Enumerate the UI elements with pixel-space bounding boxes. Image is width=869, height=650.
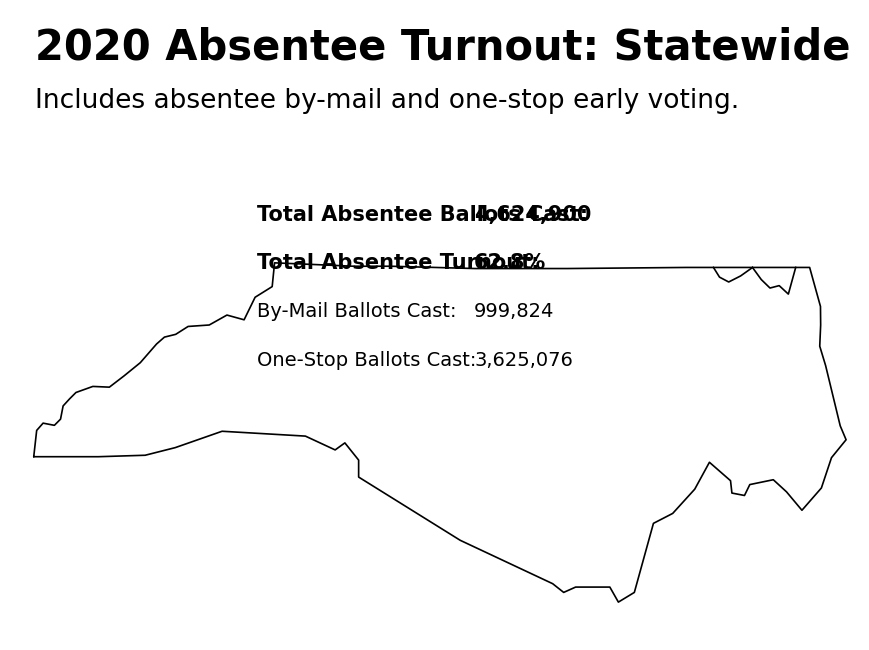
Text: One-Stop Ballots Cast:: One-Stop Ballots Cast:	[256, 351, 475, 370]
Text: Includes absentee by-mail and one-stop early voting.: Includes absentee by-mail and one-stop e…	[35, 88, 738, 114]
Text: 999,824: 999,824	[474, 302, 554, 321]
Text: 3,625,076: 3,625,076	[474, 351, 573, 370]
Text: By-Mail Ballots Cast:: By-Mail Ballots Cast:	[256, 302, 455, 321]
Text: Total Absentee Ballots Cast:: Total Absentee Ballots Cast:	[256, 205, 587, 225]
Text: Total Absentee Turnout:: Total Absentee Turnout:	[256, 254, 539, 274]
Text: 4,624,900: 4,624,900	[474, 205, 591, 225]
Text: 2020 Absentee Turnout: Statewide: 2020 Absentee Turnout: Statewide	[35, 26, 849, 68]
Text: 62.8%: 62.8%	[474, 254, 546, 274]
